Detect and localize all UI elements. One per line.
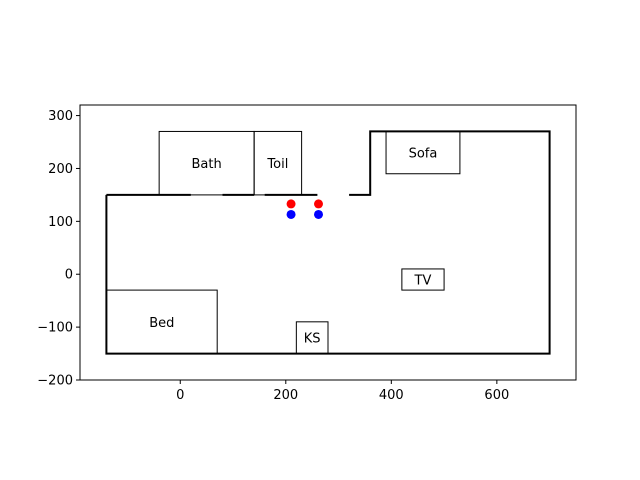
x-tick-label: 600 bbox=[484, 388, 509, 403]
points-layer bbox=[286, 199, 324, 219]
data-point bbox=[286, 209, 296, 219]
room-bed: Bed bbox=[105, 289, 218, 355]
y-tick-label: 200 bbox=[48, 162, 73, 177]
room-box bbox=[401, 268, 445, 291]
axes-frame bbox=[79, 104, 577, 381]
room-box bbox=[385, 130, 461, 175]
room-label: Bed bbox=[149, 316, 174, 331]
room-tv: TV bbox=[401, 268, 445, 291]
room-toil: Toil bbox=[253, 130, 303, 196]
y-tick-label: 300 bbox=[48, 109, 73, 124]
x-tick-label: 0 bbox=[176, 388, 184, 403]
data-point bbox=[314, 209, 324, 219]
data-point bbox=[314, 199, 324, 209]
y-tick-label: 100 bbox=[48, 215, 73, 230]
room-label: KS bbox=[304, 332, 321, 347]
room-label: Sofa bbox=[409, 147, 438, 162]
y-tick-label: −200 bbox=[37, 374, 73, 389]
room-bath: Bath bbox=[158, 130, 255, 196]
y-tick-label: 0 bbox=[65, 268, 73, 283]
x-axis: 0 200 400 600 bbox=[176, 380, 509, 403]
x-tick-label: 200 bbox=[273, 388, 298, 403]
room-sofa: Sofa bbox=[385, 130, 461, 175]
y-tick-label: −100 bbox=[37, 321, 73, 336]
room-box bbox=[105, 289, 218, 355]
room-label: Bath bbox=[192, 157, 222, 172]
data-point bbox=[286, 199, 296, 209]
x-tick-label: 400 bbox=[379, 388, 404, 403]
room-label: Toil bbox=[266, 157, 288, 172]
rooms-layer: Bath Toil Sofa TV Bed KS bbox=[105, 130, 461, 355]
room-box bbox=[295, 321, 329, 355]
room-ks: KS bbox=[295, 321, 329, 355]
y-axis: −200 −100 0 100 200 300 bbox=[37, 109, 80, 389]
room-box bbox=[253, 130, 303, 196]
room-label: TV bbox=[414, 274, 432, 289]
